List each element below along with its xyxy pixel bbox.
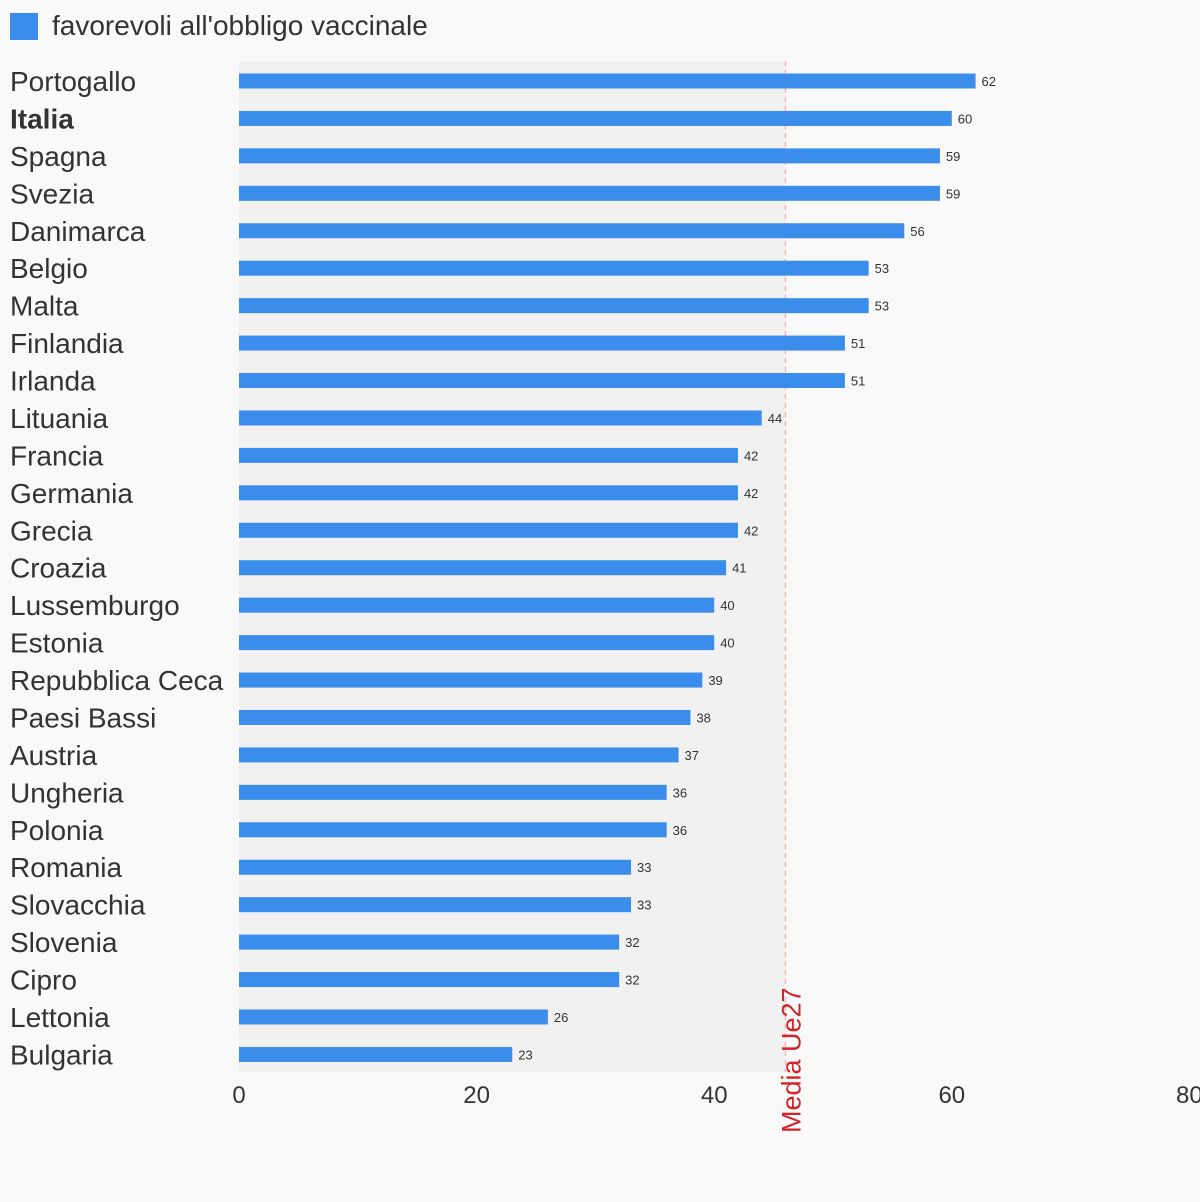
bar [239,709,691,725]
bar [239,298,869,314]
category-label: Belgio [10,253,88,284]
bar [239,410,762,426]
bar [239,335,845,351]
category-label: Romania [10,852,122,883]
legend: favorevoli all'obbligo vaccinale [10,10,428,42]
value-label: 39 [708,673,722,688]
value-label: 32 [625,935,639,950]
value-label: 59 [946,149,960,164]
category-label: Francia [10,440,104,471]
bar [239,672,703,688]
value-label: 51 [851,336,865,351]
legend-swatch [10,12,38,40]
bar [239,897,632,913]
category-label: Danimarca [10,216,146,247]
value-label: 41 [732,561,746,576]
category-label: Estonia [10,628,104,659]
category-label: Austria [10,740,98,771]
category-label: Portogallo [10,66,136,97]
value-label: 53 [875,299,889,314]
category-label: Repubblica Ceca [10,665,224,696]
category-label: Finlandia [10,328,124,359]
category-label: Italia [10,103,74,134]
bar [239,1009,548,1025]
category-label: Ungheria [10,777,124,808]
value-label: 53 [875,261,889,276]
value-label: 33 [637,860,651,875]
bar [239,447,738,463]
value-label: 38 [696,710,710,725]
legend-label: favorevoli all'obbligo vaccinale [52,10,428,41]
reference-line-label: Media Ue27 [776,987,806,1133]
category-label: Slovacchia [10,890,146,921]
category-label: Lituania [10,403,109,434]
bar [239,148,940,164]
bar [239,859,632,875]
category-label: Paesi Bassi [10,702,156,733]
bar [239,822,667,838]
bar [239,747,679,763]
x-tick-label: 40 [701,1082,728,1109]
x-tick-label: 20 [463,1082,490,1109]
bar [239,597,715,613]
category-label: Croazia [10,553,107,584]
bar [239,635,715,651]
category-label: Polonia [10,815,104,846]
value-label: 36 [673,785,687,800]
bar [239,373,845,389]
bar [239,185,940,201]
category-label: Svezia [10,178,94,209]
value-label: 42 [744,448,758,463]
bar [239,1046,513,1062]
bar [239,110,952,126]
value-label: 59 [946,186,960,201]
category-label: Grecia [10,515,93,546]
bar [239,934,620,950]
category-label: Cipro [10,965,77,996]
value-label: 36 [673,823,687,838]
category-label: Spagna [10,141,107,172]
category-label: Irlanda [10,366,96,397]
category-label: Lussemburgo [10,590,180,621]
value-label: 32 [625,973,639,988]
value-label: 42 [744,486,758,501]
x-tick-label: 0 [232,1082,245,1109]
bar [239,260,869,276]
category-label: Malta [10,291,79,322]
bar [239,522,738,538]
x-tick-label: 60 [938,1082,965,1109]
value-label: 33 [637,898,651,913]
bar [239,560,727,576]
value-label: 60 [958,111,972,126]
category-label: Lettonia [10,1002,110,1033]
value-label: 26 [554,1010,568,1025]
bar [239,972,620,988]
value-label: 37 [685,748,699,763]
value-label: 23 [518,1047,532,1062]
value-label: 42 [744,523,758,538]
category-label: Slovenia [10,927,118,958]
bar [239,223,905,239]
category-label: Bulgaria [10,1039,113,1070]
value-label: 44 [768,411,782,426]
value-label: 40 [720,598,734,613]
value-label: 62 [982,74,996,89]
category-label: Germania [10,478,133,509]
value-label: 56 [910,224,924,239]
bar [239,784,667,800]
bar [239,485,738,501]
x-tick-label: 80 [1176,1082,1200,1109]
bar [239,73,976,89]
value-label: 40 [720,636,734,651]
value-label: 51 [851,374,865,389]
